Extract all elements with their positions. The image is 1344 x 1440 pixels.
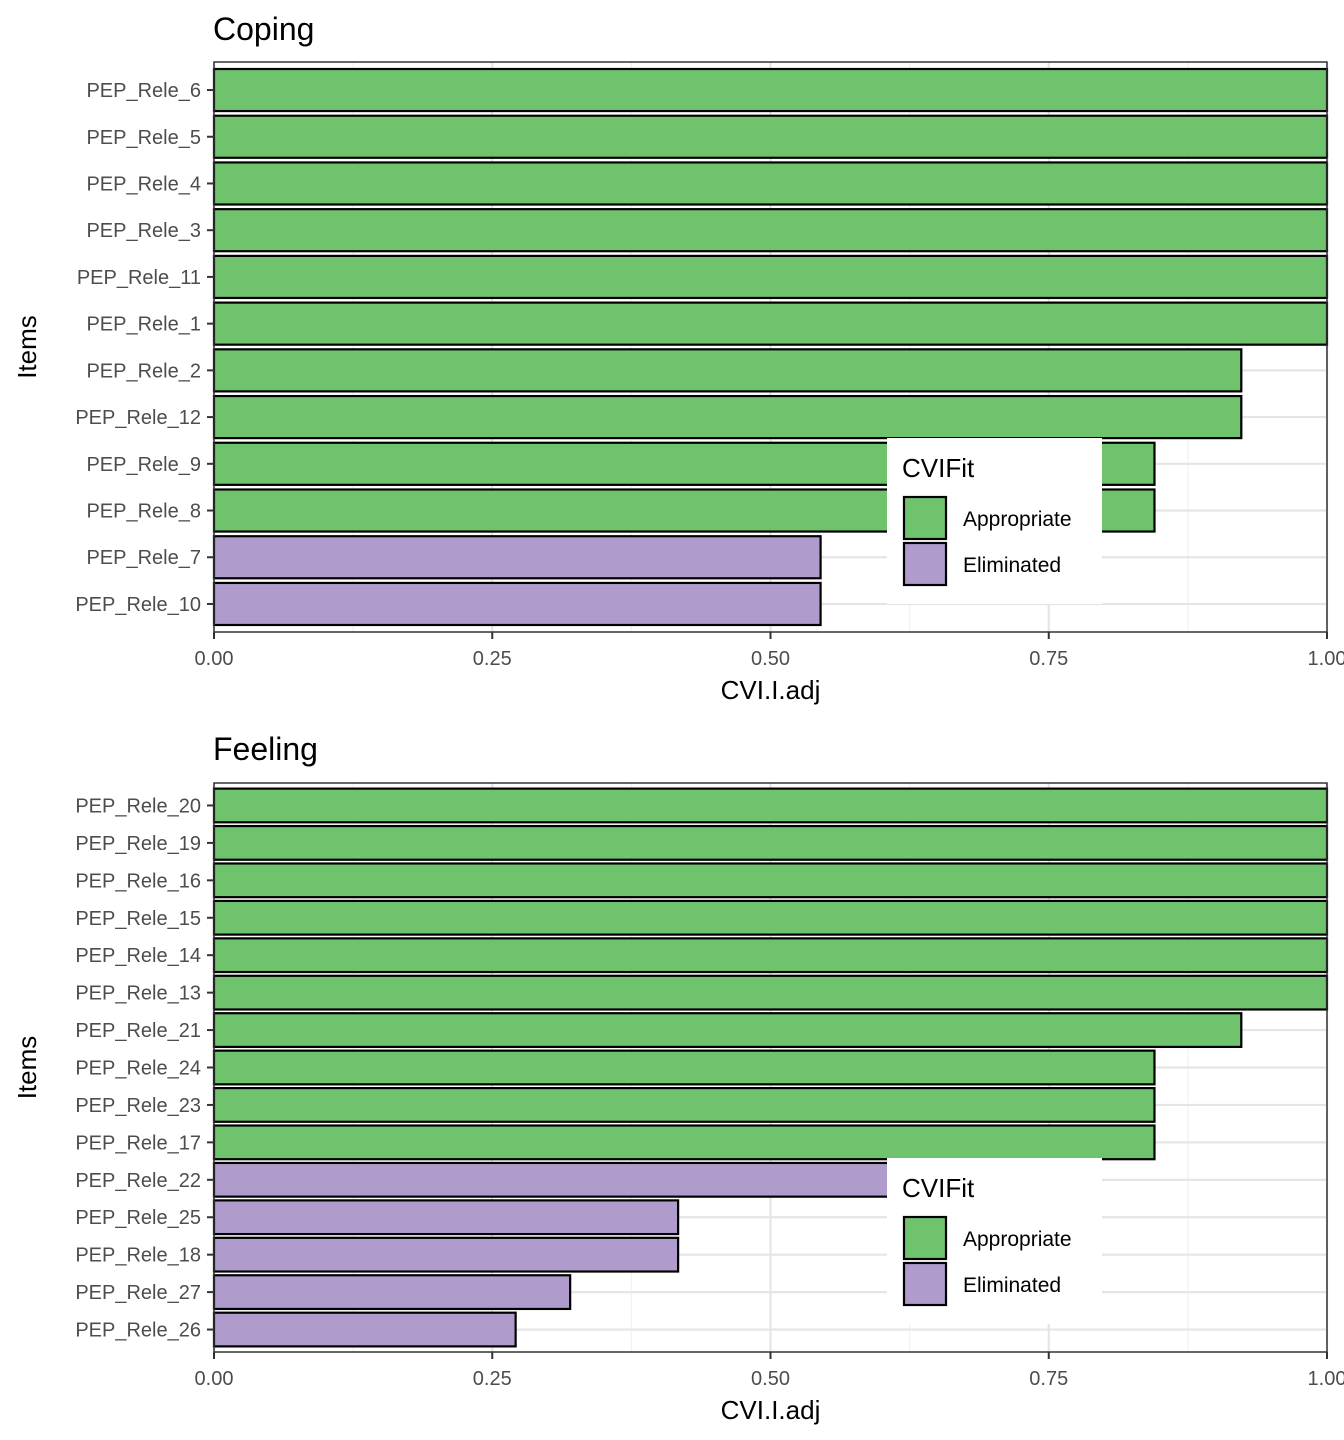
y-tick-label: PEP_Rele_26: [75, 1320, 201, 1342]
y-tick-label: PEP_Rele_25: [75, 1207, 201, 1229]
y-tick-label: PEP_Rele_6: [86, 80, 201, 102]
y-axis: PEP_Rele_6 PEP_Rele_5 PEP_Rele_4 PEP_Rele_3…: [75, 80, 214, 616]
y-tick-label: PEP_Rele_24: [75, 1058, 201, 1080]
y-tick-label: PEP_Rele_16: [75, 870, 201, 892]
y-axis-title: Items: [12, 315, 42, 379]
y-axis: PEP_Rele_20 PEP_Rele_19 PEP_Rele_16 PEP_Rel…: [75, 795, 214, 1342]
y-axis-title: Items: [12, 1036, 42, 1100]
x-axis: 0.00 0.25 0.50 0.75 1.00: [195, 1352, 1344, 1390]
bar-PEP_Rele_5: [212, 114, 1329, 159]
y-tick-label: PEP_Rele_2: [86, 360, 201, 382]
bar-PEP_Rele_23: [212, 1086, 1156, 1123]
legend-title: CVIFit: [902, 453, 975, 483]
y-tick-label: PEP_Rele_12: [75, 407, 201, 429]
y-tick-label: PEP_Rele_27: [75, 1282, 201, 1304]
legend-label-eliminated: Eliminated: [963, 554, 1061, 577]
y-tick-label: PEP_Rele_17: [75, 1132, 201, 1154]
legend: CVIFit Appropriate Eliminated: [887, 1158, 1102, 1324]
legend-label-appropriate: Appropriate: [963, 1228, 1072, 1251]
y-tick-label: PEP_Rele_10: [75, 594, 201, 616]
y-tick-label: PEP_Rele_23: [75, 1095, 201, 1117]
bar-PEP_Rele_18: [212, 1236, 680, 1273]
x-axis-title: CVI.I.adj: [721, 675, 821, 705]
bar-PEP_Rele_25: [212, 1199, 680, 1236]
chart-panel-feeling: Feeling PEP_Rele_20 PEP_Rele_19 PEP_Rele_16…: [12, 731, 1344, 1425]
legend-title: CVIFit: [902, 1173, 975, 1203]
x-axis: 0.00 0.25 0.50 0.75 1.00: [195, 632, 1344, 670]
bar-PEP_Rele_7: [212, 535, 822, 580]
bar-PEP_Rele_15: [212, 899, 1329, 936]
y-tick-label: PEP_Rele_11: [77, 267, 201, 289]
chart-title: Coping: [213, 11, 314, 47]
bars: [212, 67, 1329, 627]
legend-key-appropriate: [902, 495, 948, 541]
legend-key-eliminated: [902, 1261, 948, 1307]
y-tick-label: PEP_Rele_13: [75, 983, 201, 1005]
bar-PEP_Rele_19: [212, 824, 1329, 861]
bar-PEP_Rele_27: [212, 1274, 572, 1311]
bar-PEP_Rele_10: [212, 581, 822, 627]
bar-PEP_Rele_12: [212, 394, 1243, 440]
x-tick-label: 1.00: [1308, 648, 1344, 670]
x-tick-label: 0.25: [473, 648, 512, 670]
bar-PEP_Rele_2: [212, 348, 1243, 393]
y-tick-label: PEP_Rele_15: [75, 908, 201, 930]
y-tick-label: PEP_Rele_20: [75, 795, 201, 817]
bar-PEP_Rele_6: [212, 67, 1329, 113]
bar-PEP_Rele_14: [212, 937, 1329, 974]
y-tick-label: PEP_Rele_3: [86, 220, 201, 242]
bar-PEP_Rele_16: [212, 862, 1329, 899]
y-tick-label: PEP_Rele_21: [75, 1020, 201, 1042]
y-tick-label: PEP_Rele_8: [86, 501, 201, 523]
bar-PEP_Rele_26: [212, 1311, 517, 1348]
x-tick-label: 0.75: [1029, 648, 1068, 670]
x-tick-label: 0.00: [195, 648, 234, 670]
y-tick-label: PEP_Rele_19: [75, 833, 201, 855]
bar-PEP_Rele_24: [212, 1049, 1156, 1086]
legend-key-appropriate: [902, 1215, 948, 1261]
chart-title: Feeling: [213, 731, 318, 767]
y-tick-label: PEP_Rele_22: [75, 1170, 201, 1192]
y-tick-label: PEP_Rele_14: [75, 945, 201, 967]
x-tick-label: 0.50: [751, 1368, 790, 1390]
bar-PEP_Rele_17: [212, 1124, 1156, 1161]
bar-PEP_Rele_13: [212, 974, 1329, 1011]
bar-PEP_Rele_3: [212, 208, 1329, 253]
legend-key-eliminated: [902, 541, 948, 587]
y-tick-label: PEP_Rele_18: [75, 1245, 201, 1267]
x-tick-label: 0.00: [195, 1368, 234, 1390]
y-tick-label: PEP_Rele_1: [86, 314, 201, 336]
x-tick-label: 1.00: [1308, 1368, 1344, 1390]
y-tick-label: PEP_Rele_7: [86, 547, 201, 569]
legend-label-appropriate: Appropriate: [963, 508, 1072, 531]
y-tick-label: PEP_Rele_4: [86, 173, 201, 195]
x-tick-label: 0.50: [751, 648, 790, 670]
x-axis-title: CVI.I.adj: [721, 1395, 821, 1425]
y-tick-label: PEP_Rele_5: [86, 127, 201, 149]
bar-PEP_Rele_11: [212, 254, 1329, 300]
x-tick-label: 0.25: [473, 1368, 512, 1390]
legend: CVIFit Appropriate Eliminated: [887, 438, 1102, 604]
bar-PEP_Rele_4: [212, 161, 1329, 206]
bar-PEP_Rele_20: [212, 787, 1329, 824]
legend-label-eliminated: Eliminated: [963, 1274, 1061, 1297]
x-tick-label: 0.75: [1029, 1368, 1068, 1390]
chart-panel-coping: CopingPEP_Rele_6PEP_Rele_5PEP_Rele_4PEP_…: [12, 11, 1344, 705]
bar-PEP_Rele_21: [212, 1012, 1243, 1049]
y-tick-label: PEP_Rele_9: [86, 454, 201, 476]
bar-PEP_Rele_1: [212, 301, 1329, 346]
